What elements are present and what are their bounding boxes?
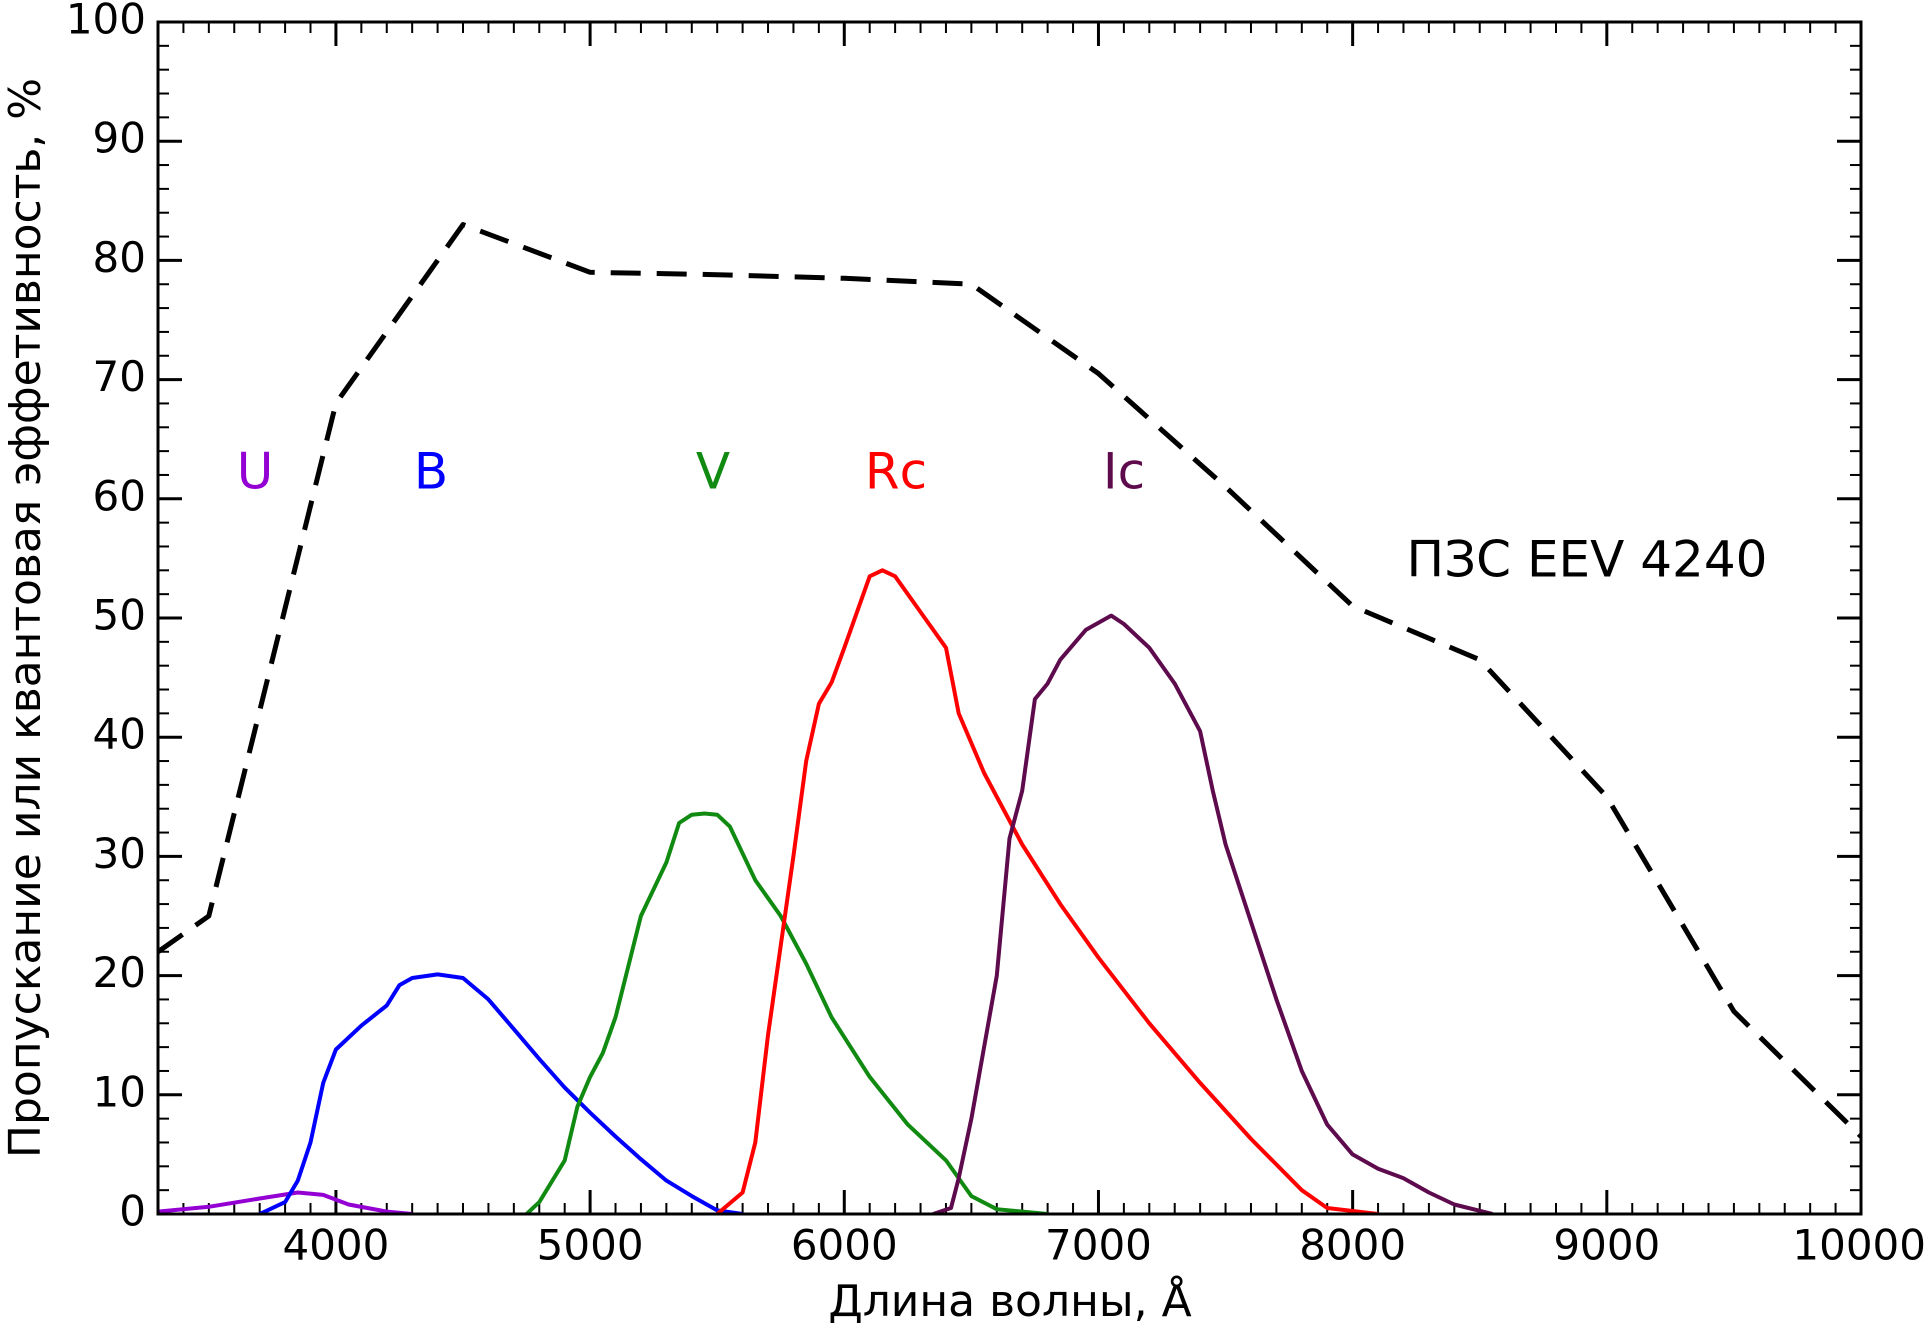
x-tick-label: 4000 bbox=[282, 1221, 389, 1270]
y-tick-label: 90 bbox=[93, 114, 146, 163]
series-label: B bbox=[414, 443, 448, 501]
y-tick-label: 100 bbox=[66, 0, 146, 44]
x-axis-title: Длина волны, Å bbox=[828, 1274, 1191, 1327]
x-tick-label: 7000 bbox=[1045, 1221, 1152, 1270]
plot-frame bbox=[156, 20, 1863, 1216]
series-line bbox=[932, 613, 1493, 1214]
y-tick-label: 60 bbox=[93, 471, 146, 520]
series-label: U bbox=[237, 443, 274, 501]
series-line bbox=[715, 568, 1379, 1214]
series-label: Ic bbox=[1103, 443, 1145, 501]
y-tick-label: 20 bbox=[93, 948, 146, 997]
y-tick-label: 40 bbox=[93, 710, 146, 759]
y-tick-label: 30 bbox=[93, 829, 146, 878]
series-line bbox=[258, 972, 743, 1214]
x-tick-label: 10000 bbox=[1792, 1221, 1926, 1270]
x-tick-label: 9000 bbox=[1553, 1221, 1660, 1270]
y-tick-label: 0 bbox=[119, 1187, 146, 1236]
series-label: ПЗС EEV 4240 bbox=[1407, 531, 1768, 589]
series-label: V bbox=[696, 443, 730, 501]
y-tick-label: 50 bbox=[93, 591, 146, 640]
series-line bbox=[158, 1190, 413, 1214]
series-line bbox=[525, 811, 1048, 1214]
y-tick-label: 70 bbox=[93, 352, 146, 401]
series-line bbox=[158, 222, 1861, 1139]
y-tick-label: 10 bbox=[93, 1067, 146, 1116]
y-axis-title: Пропускание или квантовая эффетивность, … bbox=[0, 78, 51, 1158]
series-label: Rc bbox=[865, 443, 927, 501]
y-tick-label: 80 bbox=[93, 233, 146, 282]
x-tick-label: 5000 bbox=[537, 1221, 644, 1270]
x-tick-label: 8000 bbox=[1299, 1221, 1406, 1270]
x-tick-label: 6000 bbox=[791, 1221, 898, 1270]
